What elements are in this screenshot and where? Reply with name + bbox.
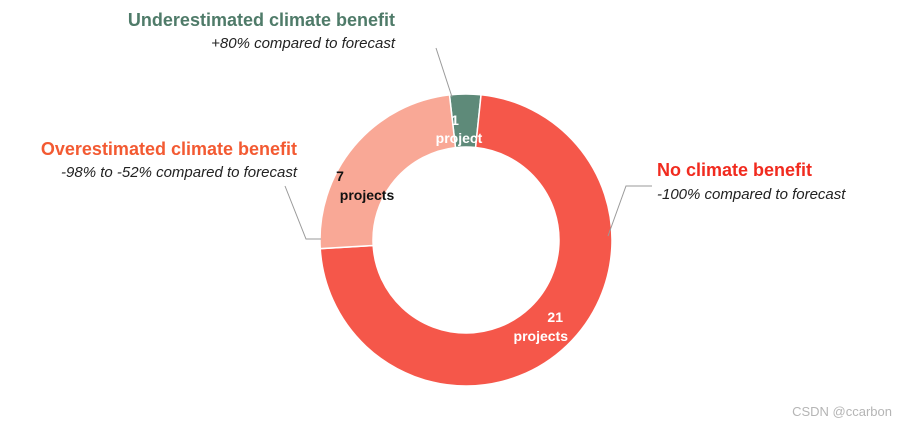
- category-callouts: Underestimated climate benefit +80% comp…: [41, 10, 846, 203]
- slice-no-benefit: [319, 93, 613, 387]
- slice-label-no-benefit-word: projects: [514, 328, 569, 344]
- slice-overestimated: [319, 94, 457, 250]
- slice-labels: 1 project 21 projects 7 projects: [336, 112, 568, 344]
- slice-label-no-benefit-number: 21: [547, 309, 563, 325]
- leader-lines: [284, 47, 652, 240]
- category-desc-overestimated: -98% to -52% compared to forecast: [61, 164, 298, 181]
- slice-label-underestimated-number: 1: [451, 112, 459, 128]
- category-title-overestimated: Overestimated climate benefit: [41, 139, 297, 159]
- watermark: CSDN @ccarbon: [792, 404, 892, 419]
- category-desc-no-benefit: -100% compared to forecast: [657, 186, 846, 203]
- slice-label-overestimated-number: 7: [336, 168, 344, 184]
- leader-line-underestimated: [435, 47, 453, 98]
- category-desc-underestimated: +80% compared to forecast: [211, 35, 396, 52]
- leader-line-overestimated: [284, 185, 321, 240]
- slice-label-underestimated-word: project: [436, 130, 483, 146]
- category-title-underestimated: Underestimated climate benefit: [128, 10, 395, 30]
- slice-label-overestimated-word: projects: [340, 187, 395, 203]
- donut-slices: [319, 93, 613, 387]
- leader-line-no-benefit: [607, 185, 652, 237]
- category-title-no-benefit: No climate benefit: [657, 160, 812, 180]
